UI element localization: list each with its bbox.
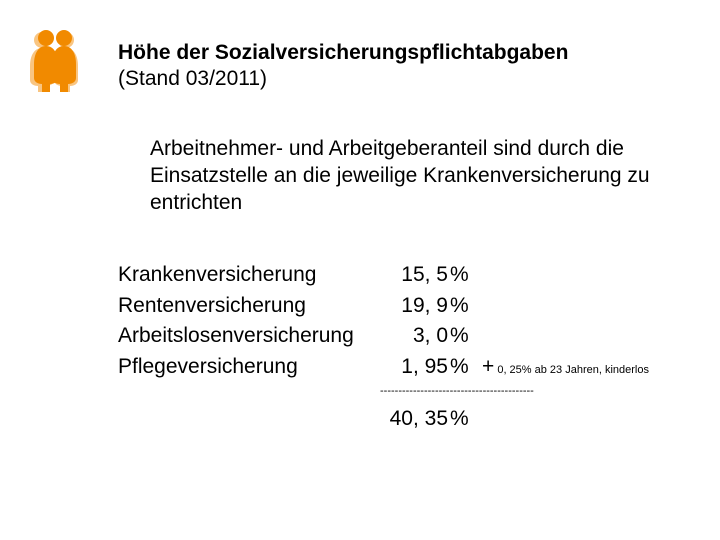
- row-unit: %: [448, 321, 478, 351]
- intro-paragraph: Arbeitnehmer- und Arbeitgeberanteil sind…: [150, 135, 700, 217]
- row-extra-sign: +: [482, 355, 494, 378]
- row-label: Krankenversicherung: [118, 260, 378, 290]
- table-row: Arbeitslosenversicherung 3, 0 %: [118, 321, 700, 351]
- row-label: Arbeitslosenversicherung: [118, 321, 378, 351]
- slide-content: Höhe der Sozialversicherungspflichtabgab…: [118, 40, 700, 435]
- row-label: Rentenversicherung: [118, 291, 378, 321]
- row-value: 3, 0: [378, 321, 448, 351]
- table-row: Pflegeversicherung 1, 95 % + 0, 25% ab 2…: [118, 352, 700, 382]
- total-unit: %: [448, 404, 478, 434]
- row-extra: + 0, 25% ab 23 Jahren, kinderlos: [478, 352, 700, 382]
- row-value: 1, 95: [378, 352, 448, 382]
- row-label: Pflegeversicherung: [118, 352, 378, 382]
- contributions-table: Krankenversicherung 15, 5 % Rentenversic…: [118, 260, 700, 434]
- row-footnote: 0, 25% ab 23 Jahren, kinderlos: [494, 364, 649, 376]
- row-unit: %: [448, 352, 478, 382]
- total-value: 40, 35: [378, 404, 448, 434]
- page-subtitle: (Stand 03/2011): [118, 66, 700, 92]
- table-row: Rentenversicherung 19, 9 %: [118, 291, 700, 321]
- row-value: 15, 5: [378, 260, 448, 290]
- two-people-icon: [20, 24, 90, 94]
- row-unit: %: [448, 291, 478, 321]
- table-divider: ----------------------------------------…: [380, 384, 700, 400]
- row-value: 19, 9: [378, 291, 448, 321]
- page-title: Höhe der Sozialversicherungspflichtabgab…: [118, 40, 700, 66]
- table-row: Krankenversicherung 15, 5 %: [118, 260, 700, 290]
- table-total-row: 40, 35 %: [118, 404, 700, 434]
- row-unit: %: [448, 260, 478, 290]
